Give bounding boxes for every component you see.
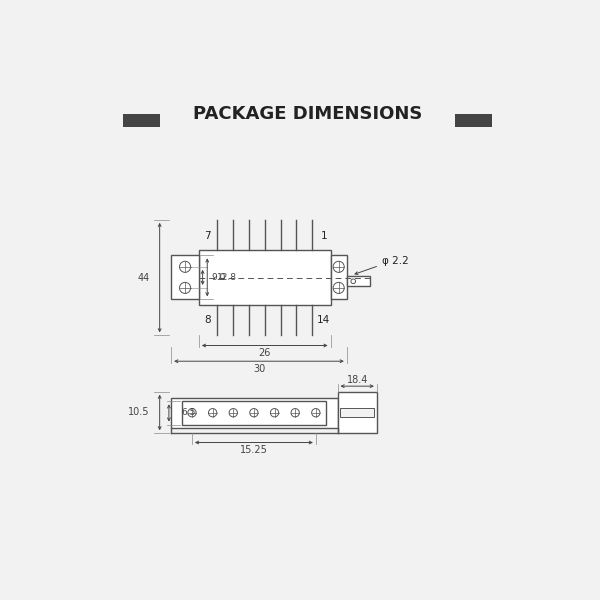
Text: φ 2.2: φ 2.2: [382, 256, 409, 266]
Text: 8: 8: [204, 316, 211, 325]
Text: 9.0: 9.0: [212, 273, 226, 282]
Bar: [123, 113, 160, 127]
Bar: [171, 398, 338, 428]
Text: 14: 14: [317, 316, 330, 325]
Text: 30: 30: [253, 364, 265, 374]
Bar: [199, 250, 331, 305]
Text: 10.5: 10.5: [128, 407, 149, 418]
Text: 6.5: 6.5: [181, 409, 196, 418]
Text: 7: 7: [204, 232, 211, 241]
Text: 12.8: 12.8: [217, 273, 236, 282]
Text: 18.4: 18.4: [346, 374, 368, 385]
Bar: [338, 392, 377, 433]
Bar: [182, 401, 326, 425]
Text: 26: 26: [259, 348, 271, 358]
Bar: [340, 409, 374, 416]
Text: 15.25: 15.25: [240, 445, 268, 455]
Text: 1: 1: [320, 232, 327, 241]
Text: 44: 44: [138, 272, 150, 283]
Bar: [171, 256, 199, 299]
Bar: [347, 276, 370, 286]
Bar: [455, 113, 492, 127]
Text: PACKAGE DIMENSIONS: PACKAGE DIMENSIONS: [193, 105, 422, 123]
Bar: [331, 256, 347, 299]
